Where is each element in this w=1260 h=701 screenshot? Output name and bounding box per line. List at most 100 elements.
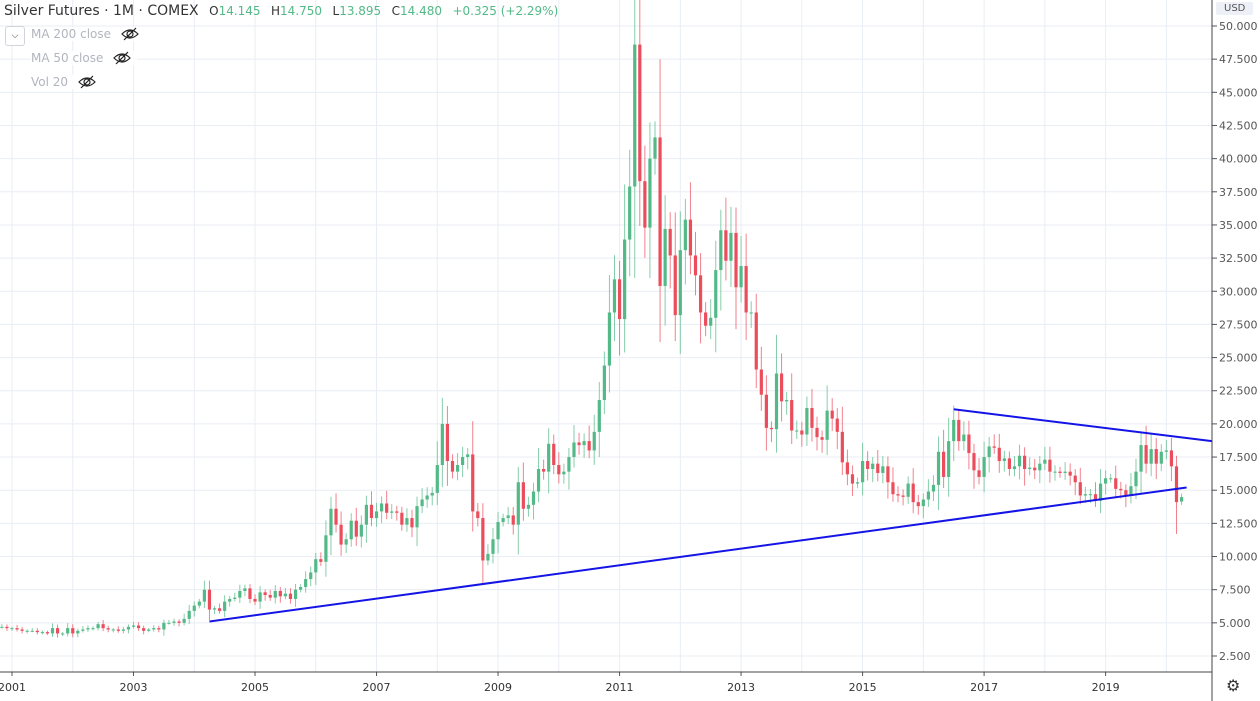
candle-body (278, 591, 282, 597)
y-tick-label: 20.000 (1219, 418, 1258, 431)
candle-body (552, 443, 556, 466)
candle-body (1149, 449, 1153, 464)
candle-body (420, 499, 424, 507)
candle-body (835, 418, 839, 432)
candle-body (415, 506, 419, 528)
candle-body (20, 629, 24, 631)
candle-body (1053, 471, 1057, 473)
collapse-indicators-button[interactable]: ⌵ (5, 26, 25, 46)
indicator-1[interactable]: MA 50 close (31, 51, 138, 65)
candle-body (435, 465, 439, 493)
candle-body (192, 605, 196, 611)
candle-body (293, 589, 298, 599)
open-value: 14.145 (218, 4, 261, 18)
candle-body (81, 629, 85, 631)
y-tick-label: 2.500 (1219, 650, 1251, 663)
candle-body (511, 515, 515, 525)
candle-body (1038, 463, 1042, 471)
candle-body (1017, 455, 1022, 467)
candle-body (273, 591, 277, 598)
candle-body (531, 491, 536, 505)
candle-body (405, 518, 409, 525)
candle-body (455, 465, 460, 472)
y-tick-label: 7.500 (1219, 584, 1251, 597)
candle-body (30, 630, 34, 632)
eye-off-icon[interactable] (113, 51, 132, 65)
candle-body (304, 579, 308, 588)
x-tick-label: 2011 (606, 681, 634, 694)
candle-body (243, 588, 247, 592)
candle-body (349, 520, 353, 540)
candle-body (374, 511, 379, 519)
candle-body (1124, 490, 1128, 496)
candle-body (617, 279, 622, 320)
candle-body (557, 465, 561, 475)
candle-body (972, 453, 976, 471)
candle-body (911, 483, 915, 503)
x-tick-label: 2019 (1092, 681, 1120, 694)
candle-body (10, 628, 14, 630)
candle-body (400, 512, 404, 525)
candle-body (759, 369, 763, 395)
candle-body (425, 495, 429, 500)
candle-body (263, 592, 267, 595)
candle-body (364, 504, 369, 525)
candle-body (1109, 478, 1113, 480)
indicator-label: MA 50 close (31, 51, 104, 65)
candle-body (1048, 459, 1052, 472)
candle-body (729, 232, 733, 261)
candle-body (66, 628, 70, 634)
candle-body (1159, 451, 1163, 464)
y-tick-label: 27.500 (1219, 318, 1258, 331)
candle-body (653, 137, 657, 159)
candle-body (800, 430, 804, 435)
candle-body (734, 232, 738, 288)
indicator-0[interactable]: MA 200 close (31, 27, 146, 41)
candle-body (855, 482, 860, 484)
eye-off-icon[interactable] (121, 27, 139, 41)
candle-body (1179, 497, 1184, 502)
candle-body (582, 441, 586, 446)
candle-body (116, 629, 120, 631)
candle-body (481, 518, 485, 561)
candle-body (602, 365, 606, 401)
candle-body (790, 400, 794, 431)
candle-body (1134, 471, 1138, 487)
candle-body (283, 593, 288, 597)
candle-body (815, 427, 819, 438)
candle-body (977, 470, 981, 477)
candle-body (288, 593, 293, 599)
candle-body (471, 454, 475, 512)
symbol-title[interactable]: Silver Futures · 1M · COMEX (4, 3, 199, 19)
candle-body (152, 628, 156, 630)
candle-body (947, 441, 951, 477)
candle-body (309, 572, 313, 580)
candle-body (248, 588, 252, 599)
y-tick-label: 32.500 (1219, 252, 1258, 265)
x-tick-label: 2005 (241, 681, 269, 694)
candle-body (931, 484, 936, 492)
candle-body (1104, 478, 1108, 484)
candle-body (992, 446, 996, 448)
candle-body (369, 504, 374, 519)
candle-body (359, 524, 363, 537)
candle-body (1098, 483, 1103, 501)
candle-body (668, 228, 672, 256)
candle-body (577, 442, 581, 446)
candle-body (450, 461, 455, 472)
candle-body (633, 44, 637, 187)
candle-body (1078, 482, 1082, 496)
candle-body (147, 629, 151, 631)
candle-body (501, 518, 505, 523)
settings-icon[interactable]: ⚙ (1226, 676, 1241, 695)
indicator-2[interactable]: Vol 20 (31, 75, 103, 89)
eye-off-icon[interactable] (78, 75, 96, 89)
candle-body (769, 427, 774, 430)
candle-body (967, 434, 971, 454)
candle-body (167, 622, 171, 624)
candle-body (253, 598, 257, 602)
y-tick-label: 50.000 (1219, 20, 1258, 33)
candle-body (891, 482, 895, 495)
candle-body (440, 423, 444, 466)
